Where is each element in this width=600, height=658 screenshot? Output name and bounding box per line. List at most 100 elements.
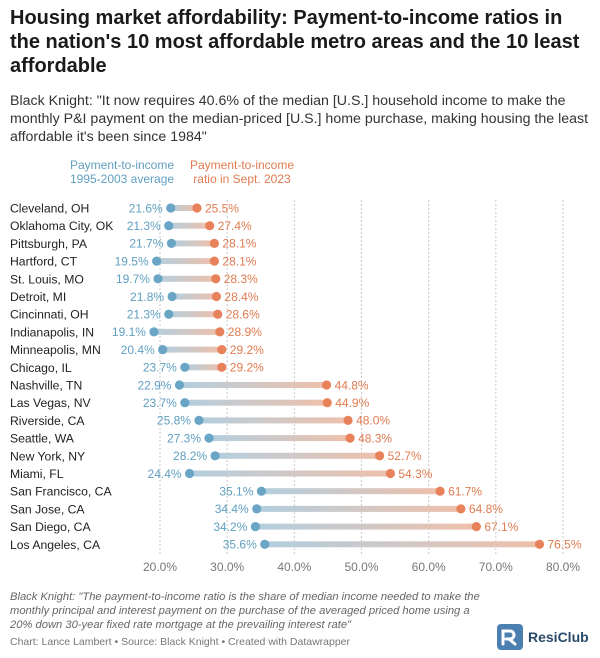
range-bar	[156, 258, 215, 265]
category-label: Riverside, CA	[10, 414, 85, 428]
value-label-1995-2003: 27.3%	[167, 431, 201, 445]
range-bar	[215, 452, 380, 459]
value-label-sept-2023: 29.2%	[230, 343, 264, 357]
dot-sept-2023	[385, 468, 395, 479]
value-label-sept-2023: 29.2%	[230, 361, 264, 375]
value-label-1995-2003: 23.7%	[143, 361, 177, 375]
dot-1995-2003	[164, 309, 174, 319]
category-label: Minneapolis, MN	[10, 343, 101, 357]
category-label: Cleveland, OH	[10, 202, 89, 216]
range-bar	[168, 311, 218, 318]
dot-sept-2023	[209, 256, 220, 266]
dot-sept-2023	[205, 221, 215, 231]
category-label: San Jose, CA	[10, 502, 85, 516]
dot-sept-2023	[375, 451, 385, 461]
value-label-sept-2023: 44.8%	[335, 378, 369, 392]
dot-1995-2003	[180, 362, 190, 372]
dot-sept-2023	[211, 291, 222, 302]
range-bar	[171, 240, 215, 247]
credit-line: Chart: Lance Lambert • Source: Black Kni…	[10, 636, 351, 648]
range-bar	[264, 541, 540, 548]
category-label: Oklahoma City, OK	[10, 219, 113, 233]
category-label: Miami, FL	[10, 467, 64, 481]
dot-1995-2003	[260, 539, 270, 549]
value-label-1995-2003: 35.6%	[223, 538, 257, 552]
dot-1995-2003	[167, 291, 177, 302]
chart-title: Housing market affordability: Payment-to…	[10, 7, 580, 77]
dot-sept-2023	[322, 398, 332, 408]
value-label-1995-2003: 24.4%	[148, 467, 182, 481]
dot-sept-2023	[321, 380, 332, 390]
range-bar	[162, 346, 222, 353]
logo-text: ResiClub	[528, 629, 589, 645]
dot-sept-2023	[211, 274, 221, 284]
range-bar	[179, 382, 327, 388]
range-bar	[198, 417, 349, 424]
dot-1995-2003	[250, 522, 260, 532]
value-label-1995-2003: 19.7%	[116, 272, 150, 286]
dot-sept-2023	[471, 522, 481, 532]
dot-1995-2003	[152, 256, 162, 266]
value-label-1995-2003: 23.7%	[143, 396, 177, 410]
category-label: San Francisco, CA	[10, 485, 112, 499]
dot-1995-2003	[153, 274, 163, 284]
category-label: Chicago, IL	[10, 361, 72, 375]
dot-1995-2003	[166, 203, 176, 213]
x-tick-label: 30.0%	[210, 560, 244, 574]
x-tick-label: 50.0%	[344, 560, 378, 574]
x-tick-label: 20.0%	[143, 560, 177, 574]
value-label-sept-2023: 28.1%	[222, 254, 256, 268]
value-label-1995-2003: 34.2%	[213, 520, 247, 534]
range-bar	[256, 505, 461, 512]
value-label-1995-2003: 28.2%	[173, 449, 207, 463]
legend-series-1: Payment-to-income 1995-2003 average	[69, 158, 175, 186]
range-bar	[209, 435, 351, 442]
dot-1995-2003	[174, 380, 185, 390]
value-label-1995-2003: 35.1%	[219, 485, 253, 499]
range-bar	[261, 488, 441, 495]
category-label: Pittsburgh, PA	[10, 237, 88, 251]
range-bar	[255, 523, 477, 530]
value-label-1995-2003: 21.6%	[129, 201, 163, 215]
dot-sept-2023	[192, 203, 202, 213]
value-label-1995-2003: 21.7%	[129, 237, 163, 251]
legend-series-2: Payment-to-income ratio in Sept. 2023	[189, 158, 295, 186]
value-label-1995-2003: 21.3%	[127, 308, 161, 322]
range-bar	[189, 470, 391, 477]
value-label-sept-2023: 28.9%	[228, 325, 262, 339]
dot-sept-2023	[534, 539, 545, 549]
dot-1995-2003	[184, 468, 195, 479]
range-bar	[168, 222, 210, 229]
category-label: Detroit, MI	[10, 290, 66, 304]
dot-sept-2023	[217, 362, 227, 372]
dot-1995-2003	[252, 504, 262, 514]
value-label-1995-2003: 25.8%	[157, 414, 191, 428]
resiclub-logo-icon	[497, 624, 523, 650]
value-label-1995-2003: 34.4%	[215, 502, 249, 516]
dot-sept-2023	[213, 309, 223, 319]
dot-sept-2023	[456, 504, 466, 514]
value-label-sept-2023: 28.1%	[222, 237, 256, 251]
value-label-1995-2003: 22.9%	[137, 378, 171, 392]
category-label: Nashville, TN	[10, 379, 82, 393]
value-label-1995-2003: 19.1%	[112, 325, 146, 339]
value-label-sept-2023: 44.9%	[335, 396, 369, 410]
dot-1995-2003	[158, 345, 168, 355]
value-label-sept-2023: 28.3%	[224, 272, 258, 286]
dot-1995-2003	[256, 486, 267, 496]
chart-subtitle: Black Knight: "It now requires 40.6% of …	[10, 93, 589, 145]
value-label-sept-2023: 52.7%	[388, 449, 422, 463]
dot-1995-2003	[149, 327, 159, 337]
dot-sept-2023	[343, 415, 353, 425]
x-tick-label: 60.0%	[412, 560, 446, 574]
dot-1995-2003	[210, 451, 220, 461]
value-label-1995-2003: 20.4%	[121, 343, 155, 357]
dot-1995-2003	[194, 415, 204, 425]
value-label-sept-2023: 61.7%	[448, 485, 482, 499]
dot-sept-2023	[215, 327, 225, 337]
dot-1995-2003	[204, 433, 214, 443]
range-bar	[184, 399, 328, 406]
x-tick-label: 70.0%	[479, 560, 513, 574]
range-bar	[184, 364, 222, 371]
x-tick-label: 40.0%	[277, 560, 311, 574]
